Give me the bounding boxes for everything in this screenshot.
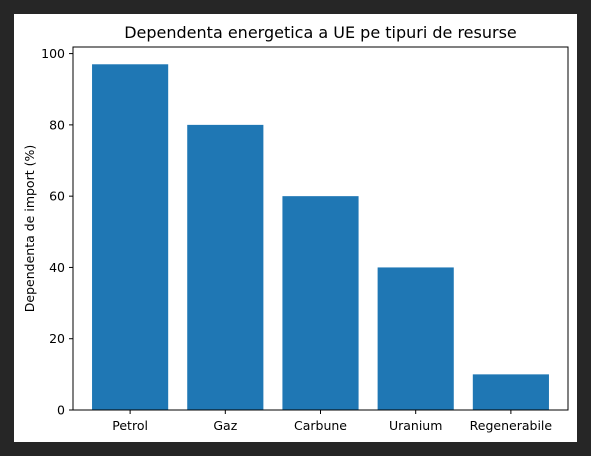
bar-regenerabile xyxy=(472,374,549,410)
x-tick-label: Petrol xyxy=(112,418,148,433)
y-ticks-group: 0 20 40 60 80 100 xyxy=(41,46,73,418)
y-tick-label: 80 xyxy=(49,117,65,132)
plot-border xyxy=(72,46,569,411)
chart-title: Dependenta energetica a UE pe tipuri de … xyxy=(124,23,517,42)
bar-uranium xyxy=(377,267,454,410)
x-tick-label: Carbune xyxy=(294,418,347,433)
x-ticks-group: Petrol Gaz Carbune Uranium Regenerabile xyxy=(112,410,552,433)
y-tick-label: 0 xyxy=(57,403,65,418)
bar-carbune xyxy=(282,196,359,410)
bar-chart: Dependenta energetica a UE pe tipuri de … xyxy=(22,23,569,433)
bar-gaz xyxy=(187,124,264,410)
y-tick-label: 60 xyxy=(49,189,65,204)
x-tick-label: Uranium xyxy=(389,418,442,433)
x-tick-label: Gaz xyxy=(213,418,237,433)
y-axis-label: Dependenta de import (%) xyxy=(22,145,37,312)
y-tick-label: 100 xyxy=(41,46,65,61)
bar-petrol xyxy=(92,64,169,411)
bars-group xyxy=(92,64,549,411)
chart-frame: Dependenta energetica a UE pe tipuri de … xyxy=(14,14,577,442)
y-tick-label: 20 xyxy=(49,331,65,346)
x-tick-label: Regenerabile xyxy=(470,418,553,433)
y-tick-label: 40 xyxy=(49,260,65,275)
